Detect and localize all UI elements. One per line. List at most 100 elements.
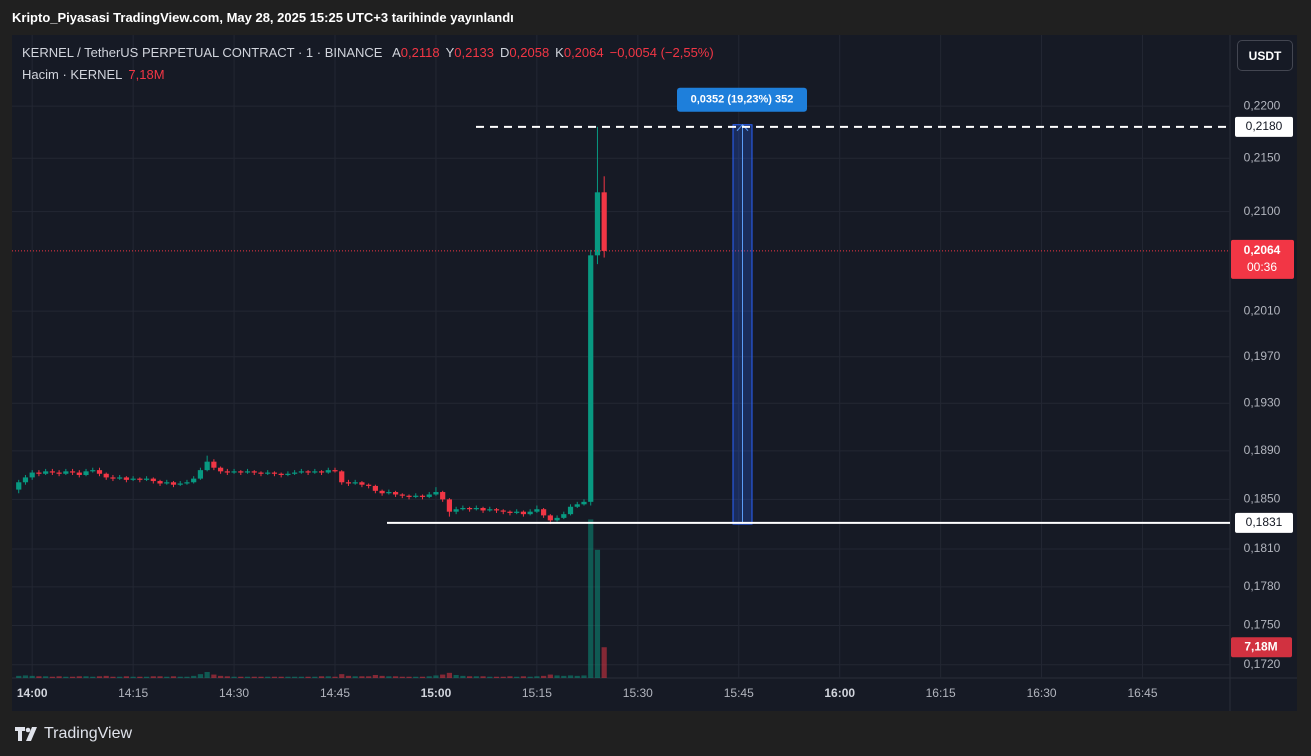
volume-bar [204, 671, 210, 678]
candle-body [292, 472, 298, 474]
candle-body [278, 473, 284, 475]
candle-body [63, 471, 69, 474]
volume-bar [534, 676, 540, 678]
last-price-box [1231, 239, 1294, 279]
volume-bar [110, 676, 116, 678]
volume-bar [244, 676, 251, 678]
price-line-label: 0,1831 [1246, 515, 1283, 529]
candle-body [345, 482, 352, 484]
candle-body [271, 472, 278, 474]
volume-bar [473, 676, 479, 678]
y-tick-label: 0,1810 [1244, 541, 1281, 555]
volume-bar [63, 676, 69, 678]
volume-bar [453, 674, 459, 678]
candle-body [69, 471, 76, 473]
volume-bar [191, 675, 197, 678]
candle-body [170, 482, 177, 485]
x-tick-label: 15:00 [421, 686, 452, 700]
ohlc-value: 0,2133 [454, 45, 495, 60]
volume-axis-label: 7,18M [1244, 639, 1277, 653]
volume-bar [588, 519, 594, 678]
candle-body [150, 478, 156, 482]
volume-bar [123, 676, 129, 678]
volume-bar [392, 676, 399, 678]
candle-body [379, 490, 385, 494]
candle-body [594, 192, 601, 256]
volume-bar [164, 676, 170, 678]
volume-bar [83, 676, 89, 678]
candle-body [177, 483, 183, 485]
volume-bar [49, 676, 55, 678]
volume-bar [520, 676, 527, 678]
volume-bar [218, 675, 224, 678]
volume-bar [251, 676, 257, 678]
volume-bar [567, 675, 574, 678]
last-price-label: 0,2064 [1244, 243, 1281, 257]
x-tick-label: 15:45 [724, 686, 754, 700]
candle-body [487, 509, 493, 511]
candle-body [191, 478, 197, 483]
volume-bar [480, 676, 486, 678]
candle-body [581, 501, 587, 505]
x-tick-label: 15:15 [522, 686, 552, 700]
volume-bar [493, 676, 500, 678]
x-tick-label: 16:45 [1128, 686, 1158, 700]
candle-body [251, 471, 257, 473]
volume-bar [372, 674, 378, 678]
volume-bar [197, 674, 204, 678]
candle-body [554, 517, 560, 521]
candle-body [36, 472, 42, 474]
candle-body [567, 506, 574, 515]
x-tick-label: 14:30 [219, 686, 249, 700]
candle-body [110, 477, 116, 479]
x-tick-label: 16:00 [824, 686, 855, 700]
logo-text: TradingView [44, 725, 133, 742]
candle-body [588, 255, 594, 502]
volume-bar [366, 676, 372, 678]
volume-bar [426, 676, 432, 678]
publish-note: Kripto_Piyasasi TradingView.com, May 28,… [12, 10, 514, 25]
volume-bar [339, 674, 345, 678]
currency-button[interactable]: USDT [1237, 40, 1293, 71]
volume-title: Hacim · KERNEL [22, 67, 123, 82]
volume-bar [278, 676, 284, 678]
logo-icon [15, 727, 37, 741]
candle-body [359, 482, 365, 485]
candle-body [507, 511, 513, 513]
candle-body [534, 509, 540, 512]
candle-body [224, 471, 230, 473]
volume-bar [177, 676, 183, 678]
candle-body [56, 472, 62, 474]
candle-body [453, 509, 459, 512]
volume-bar [258, 676, 264, 678]
candle-body [83, 471, 89, 475]
candle-body [29, 472, 35, 478]
volume-axis-box [1231, 637, 1292, 658]
y-tick-label: 0,2150 [1244, 150, 1281, 164]
y-tick-label: 0,2010 [1244, 303, 1281, 317]
volume-bar [137, 676, 143, 678]
price-line-label: 0,2180 [1246, 119, 1283, 133]
candle-body [541, 509, 547, 516]
candle-body [574, 504, 580, 507]
volume-bar [386, 676, 392, 678]
volume-bar [56, 676, 62, 678]
y-tick-label: 0,1970 [1244, 349, 1281, 363]
candle-body [426, 494, 432, 497]
candle-body [90, 470, 96, 472]
volume-bar [507, 676, 513, 678]
volume-bar [265, 676, 271, 678]
volume-bar [413, 676, 419, 678]
volume-bar [440, 674, 446, 678]
candle-body [419, 495, 426, 497]
measure-label: 0,0352 (19,23%) 352 [691, 94, 794, 106]
volume-bar [76, 676, 82, 678]
candle-body [22, 477, 29, 483]
volume-bar [211, 674, 217, 678]
candle-body [480, 507, 486, 511]
ohlc-label: D [500, 45, 510, 60]
volume-bar [43, 676, 49, 678]
volume-bar [406, 676, 412, 678]
candle-body [96, 470, 103, 474]
volume-bar [305, 676, 311, 678]
